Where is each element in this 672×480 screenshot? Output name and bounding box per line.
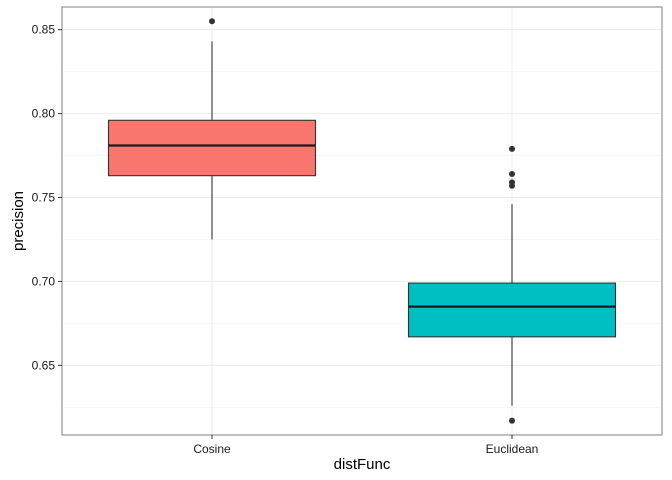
y-tick-label: 0.70 [32,274,56,288]
outlier-point [509,179,515,186]
outlier-point [509,145,515,152]
x-axis-title: distFunc [334,456,391,473]
x-axis: Cosine Euclidean [193,435,538,456]
y-tick-label: 0.80 [32,107,56,121]
y-tick-label: 0.75 [32,191,56,205]
y-axis: 0.65 0.70 0.75 0.80 0.85 [32,23,62,372]
y-tick-label: 0.65 [32,358,56,372]
boxes [107,18,617,424]
outlier-point [509,171,515,178]
plot-border [61,6,663,436]
box-body [107,119,317,177]
plot-panel [62,7,662,435]
box-euclidean [407,145,617,424]
x-tick-label: Cosine [193,442,231,456]
outlier-point [509,417,515,424]
x-tick-label: Euclidean [486,442,539,456]
outlier-point [209,18,215,25]
box-body [407,282,617,338]
box-cosine [107,18,317,240]
y-tick-label: 0.85 [32,23,56,37]
y-axis-title: precision [10,191,27,251]
